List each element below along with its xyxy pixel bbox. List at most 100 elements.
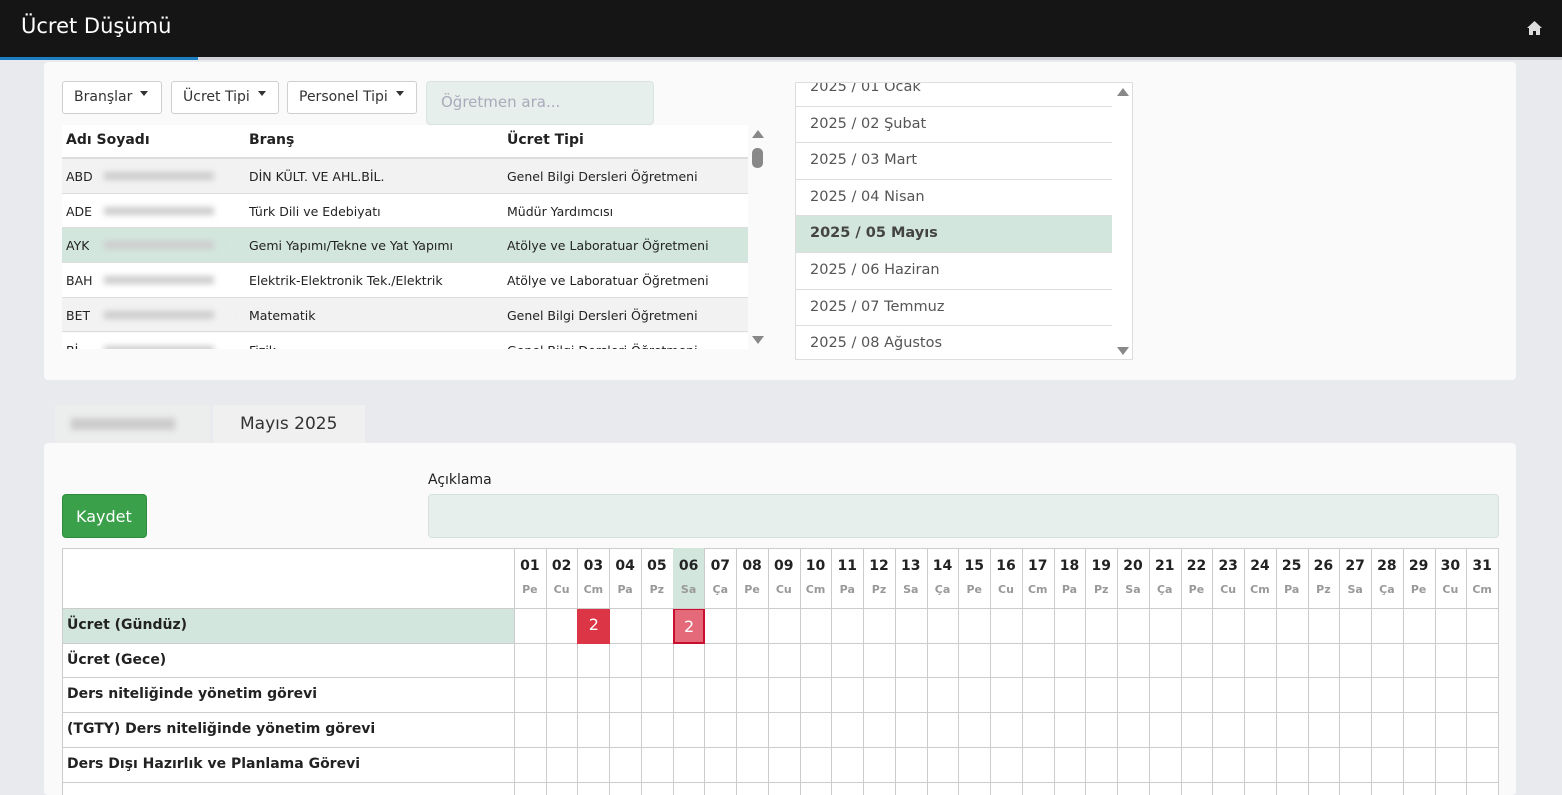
weekday: Cm (805, 583, 826, 596)
blurred-name (71, 418, 175, 430)
day-column (1434, 548, 1467, 795)
day-column (1053, 548, 1086, 795)
teacher-row[interactable]: ABD DİN KÜLT. VE AHL.BİL. Genel Bilgi Ders… (62, 159, 748, 194)
day-number: 25 (1281, 558, 1302, 574)
teacher-row[interactable]: Bİ Fizik Genel Bilgi Dersleri Öğretmeni (62, 332, 748, 350)
blurred-name (94, 166, 234, 186)
teacher-cell: Matematik (249, 307, 316, 323)
teacher-row[interactable]: BAH Elektrik-Elektronik Tek./Elektrik Atöl… (62, 263, 748, 298)
teacher-row[interactable]: BET Matematik Genel Bilgi Dersleri Öğretme… (62, 297, 748, 333)
day-number: 31 (1472, 558, 1492, 574)
day-number: 19 (1091, 558, 1111, 574)
day-column (577, 548, 609, 795)
filter-dropdown[interactable]: Branşlar (62, 81, 162, 114)
weekday: Sa (1125, 583, 1141, 596)
day-number: 04 (615, 558, 635, 574)
day-number: 27 (1345, 558, 1365, 574)
teacher-cell: Genel Bilgi Dersleri Öğretmeni (507, 343, 698, 350)
day-column (1275, 548, 1308, 795)
day-number: 11 (837, 558, 858, 574)
day-number: 08 (742, 558, 762, 574)
day-number: 29 (1408, 558, 1429, 574)
day-column (1212, 548, 1244, 795)
day-number: 09 (774, 558, 794, 574)
month-item[interactable]: 2025 / 01 Ocak (796, 83, 1112, 107)
teacher-cell: ADE (66, 203, 93, 219)
divider (198, 57, 1562, 60)
day-number: 26 (1313, 558, 1334, 574)
row-label: (TGTY) Ders niteliğinde yönetim görevi (67, 721, 376, 738)
day-column (1021, 548, 1054, 795)
day-number: 02 (551, 558, 572, 574)
month-item[interactable]: 2025 / 05 Mayıs (796, 216, 1112, 253)
day-number: 16 (996, 558, 1016, 574)
value-cell[interactable]: 2 (672, 608, 706, 644)
blur-text (104, 241, 214, 250)
month-tab[interactable]: Mayıs 2025 (213, 405, 365, 445)
teacher-row[interactable]: ADE Türk Dili ve Edebiyatı Müdür Yardımcıs… (62, 193, 748, 229)
day-number: 28 (1377, 558, 1397, 574)
row-label: Ücret (Gece) (67, 651, 167, 668)
weekday: Pe (522, 583, 538, 596)
day-column (1371, 548, 1403, 795)
weekday: Pe (966, 583, 982, 596)
weekday: Pa (1284, 583, 1300, 596)
teacher-cell: Türk Dili ve Edebiyatı (249, 203, 381, 219)
filter-dropdown[interactable]: Personel Tipi (287, 81, 417, 114)
teacher-cell: AYK (66, 238, 90, 254)
row-line (62, 781, 1499, 783)
month-item[interactable]: 2025 / 07 Temmuz (796, 289, 1112, 327)
page-title: Ücret Düşümü (21, 14, 172, 38)
row-line (62, 712, 1499, 714)
save-button[interactable]: Kaydet (62, 494, 147, 538)
teacher-cell: Atölye ve Laboratuar Öğretmeni (507, 273, 709, 289)
month-item[interactable]: 2025 / 03 Mart (796, 143, 1112, 180)
day-number: 20 (1123, 558, 1143, 574)
day-number: 15 (964, 558, 984, 574)
weekday: Pz (871, 583, 887, 596)
blur-text (104, 345, 214, 349)
blur-text (104, 310, 214, 319)
teacher-cell: Genel Bilgi Dersleri Öğretmeni (507, 307, 698, 323)
weekday: Cu (998, 583, 1014, 596)
scroll-arrow (752, 130, 764, 138)
row-label: Ders Dışı Hazırlık ve Planlama Görevi (67, 755, 361, 772)
day-column (831, 548, 863, 795)
day-column (1466, 548, 1498, 795)
home-icon[interactable] (1526, 20, 1543, 37)
teacher-row[interactable]: AYK Gemi Yapımı/Tekne ve Yat Yapımı Atölye… (62, 228, 748, 264)
description-label: Açıklama (428, 472, 492, 488)
day-number: 30 (1440, 558, 1461, 574)
blurred-name (94, 339, 234, 349)
day-highlight (672, 548, 705, 608)
table-body: ABD DİN KÜLT. VE AHL.BİL. Genel Bilgi Ders… (62, 159, 748, 349)
scroll-arrow (1117, 88, 1129, 96)
teacher-cell: Elektrik-Elektronik Tek./Elektrik (249, 273, 443, 289)
teacher-cell: BAH (66, 273, 93, 289)
filter-dropdown[interactable]: Ücret Tipi (171, 81, 279, 114)
value-cell[interactable]: 2 (577, 608, 611, 644)
month-list: 2025 / 01 Ocak 2025 / 02 Şubat 2025 / 03 M… (795, 82, 1133, 360)
day-number: 24 (1250, 558, 1270, 574)
day-column (990, 548, 1022, 795)
day-column (640, 548, 673, 795)
teacher-cell: Fizik (249, 343, 276, 350)
weekday: Cm (1250, 583, 1270, 596)
month-item[interactable]: 2025 / 08 Ağustos (796, 326, 1112, 359)
weekday: Ça (712, 583, 729, 596)
day-number: 17 (1027, 558, 1048, 574)
weekday: Cu (1220, 583, 1237, 596)
month-item[interactable]: 2025 / 04 Nisan (796, 179, 1112, 217)
day-number: 05 (647, 558, 667, 574)
blur-text (104, 206, 214, 215)
month-item[interactable]: 2025 / 06 Haziran (796, 253, 1112, 290)
month-item[interactable]: 2025 / 02 Şubat (796, 106, 1112, 144)
weekday: Pa (839, 583, 855, 596)
teacher-tab[interactable] (55, 405, 210, 445)
search-input[interactable]: Öğretmen ara... (426, 81, 654, 125)
day-number: 07 (710, 558, 731, 574)
day-number: 18 (1059, 558, 1080, 574)
description-input[interactable] (428, 494, 1499, 538)
day-column (736, 548, 768, 795)
weekday: Sa (1347, 583, 1363, 596)
